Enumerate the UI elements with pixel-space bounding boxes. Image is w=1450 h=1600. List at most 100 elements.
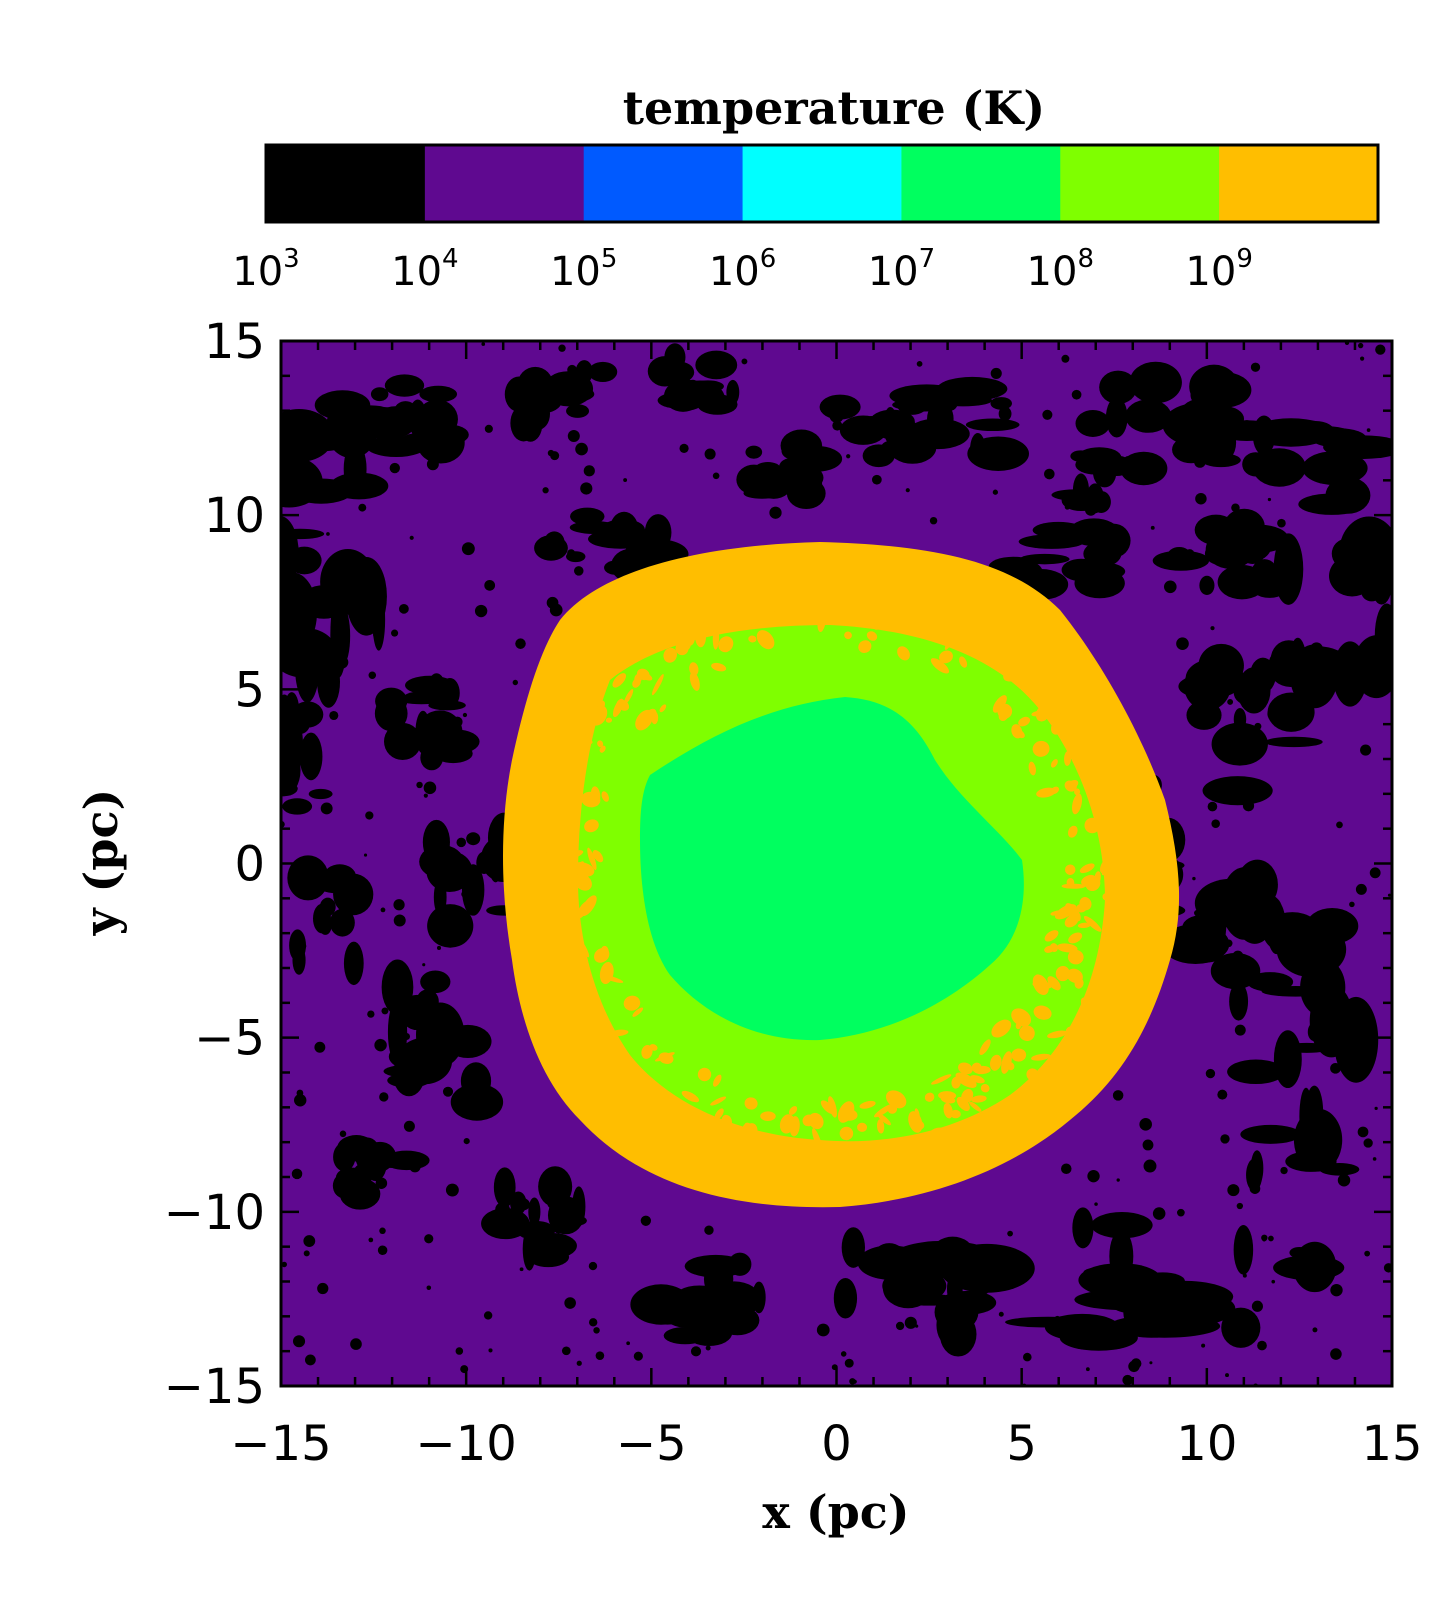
turbulent-eddy: [1061, 883, 1086, 889]
cold-speck: [303, 1250, 310, 1257]
turbulent-eddy: [1064, 751, 1072, 766]
cold-speck: [320, 802, 333, 815]
cold-speck: [1177, 1208, 1185, 1217]
cold-clump: [286, 432, 351, 452]
cold-clump: [478, 852, 503, 865]
turbulent-eddy: [638, 647, 649, 657]
cold-clump: [1083, 541, 1122, 567]
cold-speck: [461, 542, 475, 556]
cold-speck: [1338, 583, 1348, 593]
cold-speck: [549, 603, 563, 617]
cold-speck: [540, 1246, 546, 1252]
turbulent-eddy: [1026, 1068, 1039, 1081]
cold-speck: [1143, 1159, 1157, 1173]
cold-speck: [1199, 416, 1208, 425]
turbulent-eddy: [902, 618, 921, 631]
cold-speck: [422, 963, 426, 967]
turbulent-eddy: [599, 745, 606, 753]
heatmap-image: [281, 341, 1392, 1386]
cold-clump: [1325, 477, 1371, 514]
turbulent-eddy: [1074, 788, 1081, 796]
cold-speck: [558, 344, 566, 352]
cold-speck: [1150, 525, 1155, 530]
cold-speck: [1251, 1300, 1263, 1312]
turbulent-eddy: [886, 1091, 902, 1108]
cold-speck: [1319, 953, 1330, 964]
cold-speck: [894, 1259, 906, 1272]
colorbar-tick-label: 107: [868, 244, 935, 295]
turbulent-eddy: [890, 612, 911, 623]
cold-speck: [1205, 1068, 1216, 1079]
cold-clump: [1267, 692, 1315, 732]
cold-clump: [384, 722, 422, 761]
turbulent-eddy: [541, 919, 551, 929]
cold-speck: [518, 1198, 530, 1211]
cold-speck: [1336, 673, 1342, 679]
turbulent-eddy: [859, 1100, 876, 1109]
cold-speck: [442, 1086, 454, 1097]
turbulent-eddy: [721, 1114, 732, 1129]
cold-speck: [1112, 1090, 1124, 1101]
cold-clump: [588, 529, 654, 549]
cold-speck: [296, 429, 305, 439]
y-tick-label: 0: [234, 837, 265, 893]
colorbar-title: temperature (K): [623, 81, 1045, 135]
colorbar-bin-5: [1060, 146, 1220, 221]
cold-speck: [633, 1351, 643, 1361]
cold-clump: [1201, 453, 1241, 468]
cold-speck: [463, 1138, 470, 1145]
turbulent-eddy: [866, 631, 878, 641]
turbulent-eddy: [600, 945, 609, 959]
cold-clump: [287, 855, 329, 901]
cold-speck: [1139, 1118, 1152, 1131]
cold-speck: [576, 1360, 582, 1366]
cold-speck: [704, 448, 716, 460]
colorbar-bin-4: [901, 146, 1061, 221]
colorbar-bin-6: [1219, 146, 1379, 221]
cold-speck: [684, 379, 693, 388]
turbulent-eddy: [696, 622, 703, 636]
cold-speck: [1246, 1319, 1255, 1329]
cold-clump: [1280, 1042, 1333, 1053]
x-tick-label: 15: [1361, 1416, 1422, 1472]
turbulent-eddy: [632, 678, 641, 688]
cold-clump: [1204, 541, 1243, 566]
cold-speck: [1254, 722, 1262, 730]
cold-speck: [1310, 642, 1323, 656]
cold-speck: [1194, 456, 1206, 468]
cold-speck: [1231, 503, 1240, 512]
cold-speck: [409, 1161, 421, 1173]
turbulent-eddy: [970, 1075, 985, 1084]
cold-speck: [1042, 409, 1053, 420]
cold-speck: [567, 364, 577, 375]
cold-speck: [1116, 1178, 1120, 1182]
turbulent-eddy: [928, 1127, 944, 1138]
cold-speck: [1330, 1348, 1342, 1360]
turbulent-eddy: [530, 849, 549, 866]
colorbar-tick-labels: 103 104 105 106 107 108 109: [232, 244, 1253, 295]
cold-speck: [741, 358, 748, 365]
cold-clump: [384, 374, 425, 397]
cold-speck: [1214, 396, 1222, 404]
turbulent-eddy: [1093, 820, 1115, 833]
cold-speck: [391, 629, 399, 637]
turbulent-eddy: [938, 1091, 957, 1100]
cold-speck: [409, 535, 414, 540]
cold-speck: [380, 907, 386, 913]
turbulent-eddy: [958, 1062, 973, 1075]
turbulent-eddy: [998, 646, 1005, 653]
colorbar-bin-1: [424, 146, 585, 221]
turbulent-eddy: [802, 590, 825, 602]
cold-clump: [755, 462, 780, 473]
turbulent-eddy: [842, 1146, 852, 1157]
cold-speck: [623, 478, 628, 482]
cold-speck: [595, 1351, 605, 1360]
cold-speck: [1220, 1134, 1230, 1144]
y-tick-labels: 15 10 5 0 −5 −10 −15: [164, 314, 265, 1415]
cold-speck: [389, 462, 400, 474]
cold-clump: [370, 387, 389, 402]
turbulent-eddy: [551, 811, 568, 827]
cold-speck: [294, 1094, 307, 1107]
cold-clump: [1078, 1263, 1162, 1298]
cold-clump: [1296, 420, 1335, 444]
